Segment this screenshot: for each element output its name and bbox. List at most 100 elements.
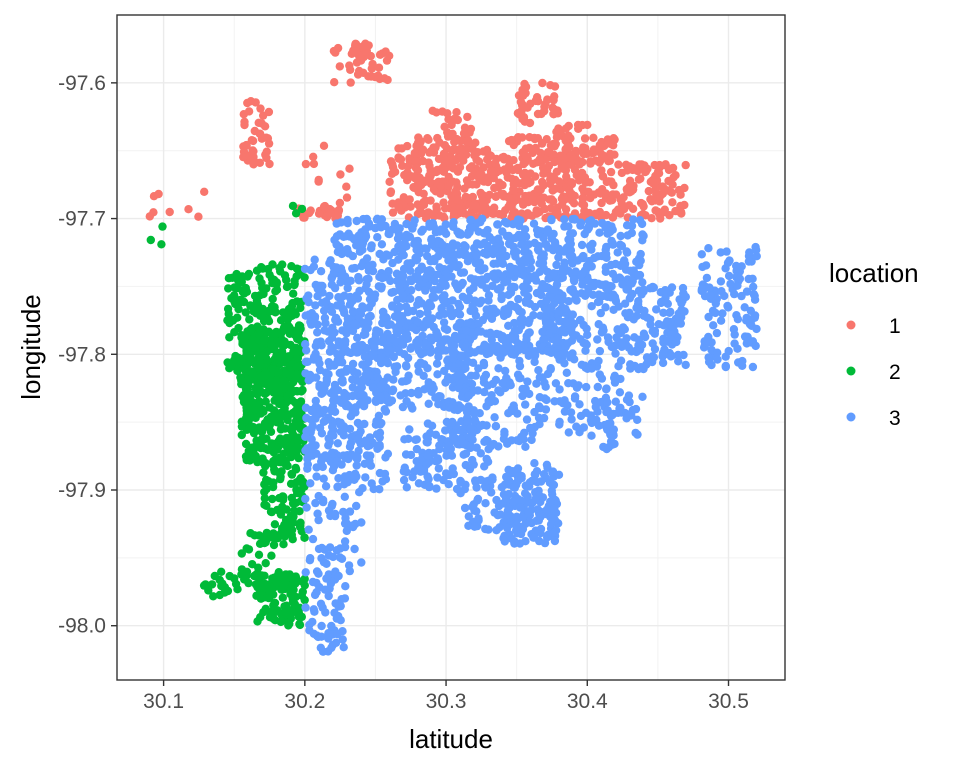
data-point (546, 81, 555, 90)
data-point (290, 347, 299, 356)
data-point (520, 428, 529, 437)
data-point (375, 249, 384, 259)
data-point (505, 194, 514, 203)
data-point (607, 342, 616, 352)
data-point (550, 536, 560, 546)
y-axis: -98.0 -97.9 -97.8 -97.7 -97.6 (58, 72, 117, 638)
data-point (508, 282, 518, 291)
data-point (473, 218, 483, 227)
data-point (290, 279, 299, 289)
data-point (521, 158, 530, 167)
data-point (354, 341, 363, 350)
data-point (317, 389, 326, 398)
data-point (378, 477, 387, 486)
data-point (531, 143, 540, 153)
data-point (339, 232, 348, 241)
data-point (468, 455, 477, 465)
data-point (379, 377, 388, 387)
data-point (374, 63, 384, 72)
data-point (512, 512, 521, 521)
data-point (283, 315, 293, 324)
data-point (394, 144, 403, 153)
data-point (253, 457, 262, 467)
data-point (622, 395, 632, 404)
data-point (470, 348, 479, 357)
data-point (576, 425, 585, 434)
data-point (401, 361, 411, 370)
data-point (474, 319, 483, 328)
data-point (288, 607, 298, 617)
data-point (257, 263, 266, 272)
data-point (401, 241, 411, 250)
data-point (613, 408, 623, 417)
data-point (237, 570, 246, 579)
data-point (518, 89, 528, 98)
data-point (539, 264, 548, 273)
data-point (552, 167, 561, 176)
data-point (560, 349, 570, 358)
data-point (226, 361, 236, 370)
data-point (301, 311, 310, 320)
data-point (306, 206, 315, 215)
data-point (149, 208, 158, 217)
data-point (459, 129, 469, 138)
data-point (390, 167, 400, 177)
data-point (531, 96, 540, 106)
data-point (601, 249, 610, 259)
data-point (545, 319, 554, 328)
data-point (681, 160, 690, 170)
data-point (270, 520, 280, 529)
data-point (267, 551, 276, 560)
data-point (461, 242, 470, 252)
data-point (713, 355, 722, 364)
data-point (681, 360, 690, 370)
data-point (740, 303, 749, 312)
data-point (644, 186, 653, 196)
data-point (312, 463, 321, 472)
data-point (309, 353, 319, 362)
data-point (414, 386, 423, 396)
data-point (498, 379, 507, 388)
data-point (526, 169, 535, 178)
data-point (207, 580, 217, 589)
data-point (377, 240, 387, 249)
data-point (338, 358, 347, 367)
data-point (451, 186, 460, 196)
data-point (230, 328, 239, 337)
data-point (443, 375, 452, 384)
data-point (559, 247, 568, 256)
data-point (562, 318, 571, 327)
data-point (494, 364, 503, 373)
data-point (434, 154, 444, 164)
data-point (552, 260, 561, 270)
y-tick-label: -98.0 (58, 615, 106, 638)
data-point (306, 554, 315, 563)
data-point (327, 406, 336, 416)
data-point (434, 165, 444, 175)
data-point (334, 337, 343, 346)
data-point (457, 152, 466, 162)
data-point (748, 274, 757, 283)
data-point (367, 241, 376, 250)
data-point (516, 263, 526, 272)
legend-entry-2: 2 (846, 361, 901, 384)
plot-panel (116, 14, 786, 681)
data-point (300, 273, 309, 282)
data-point (542, 533, 552, 542)
data-point (390, 247, 399, 257)
data-point (317, 457, 326, 466)
data-point (578, 184, 587, 193)
data-point (419, 189, 428, 198)
data-point (596, 397, 606, 407)
data-point (470, 415, 479, 425)
data-point (448, 129, 457, 138)
data-point (448, 163, 457, 172)
data-point (441, 426, 450, 435)
data-point (733, 315, 743, 324)
data-point (451, 434, 460, 443)
data-point (265, 159, 274, 169)
data-point (489, 304, 498, 313)
data-point (540, 106, 549, 116)
data-point (435, 263, 444, 272)
data-point (264, 593, 274, 603)
